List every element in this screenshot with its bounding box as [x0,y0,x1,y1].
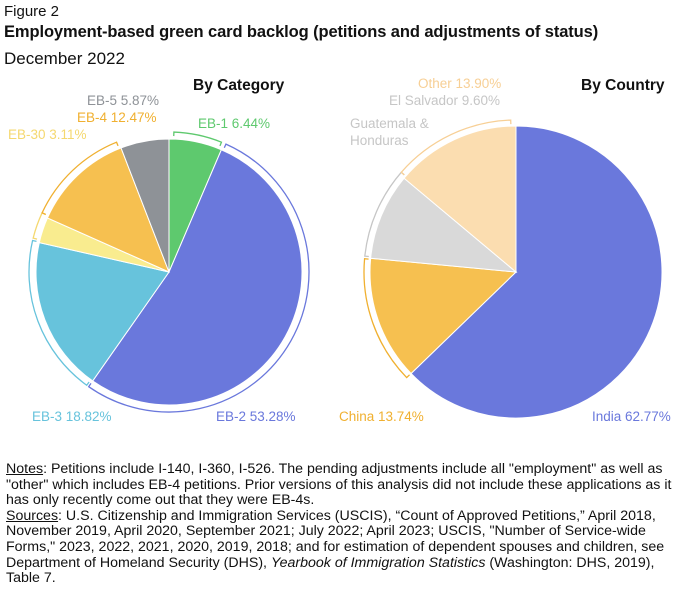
country-slice-other [403,125,517,274]
notes-text: : Petitions include I-140, I-360, I-526.… [6,461,672,509]
bracket-china [363,258,410,379]
category-slice-eb-3 [35,241,170,382]
country-slice-china [369,257,518,375]
label-eb2: EB-2 53.28% [216,409,296,424]
bracket-guatemala [364,171,405,258]
chart-subtitle: December 2022 [4,49,125,68]
label-other: Other 13.90% [418,76,501,91]
label-guatemala-line2: Honduras [350,133,409,148]
sources-paragraph: Sources: U.S. Citizenship and Immigratio… [6,507,690,587]
notes-heading: Notes [6,461,44,477]
notes-block: Notes: Petitions include I-140, I-360, I… [6,461,690,587]
pie-country [369,125,663,419]
category-slice-eb-2 [91,149,303,406]
sources-italic: Yearbook of Immigration Statistics [270,554,486,571]
label-guatemala-line1: Guatemala & [350,116,429,131]
sources-end: (Washington: DHS, 2019), Table 7. [6,554,655,587]
pie-category [35,138,303,406]
label-eb1: EB-1 6.44% [198,116,270,131]
bracket-eb3 [28,239,90,387]
category-slice-eb-5 [120,138,170,273]
pie-charts: EB-1 6.44% EB-2 53.28% EB-3 18.82% EB-30… [8,76,671,424]
bracket-eb2 [87,143,310,413]
bracket-other [400,119,512,176]
bracket-eb1 [173,131,223,147]
label-el-salvador: El Salvador 9.60% [389,93,500,108]
label-eb5: EB-5 5.87% [87,93,159,108]
pie-title-country: By Country [581,77,665,94]
sources-text: : U.S. Citizenship and Immigration Servi… [6,507,665,571]
chart-title: Employment-based green card backlog (pet… [4,23,599,41]
label-india: India 62.77% [592,409,671,424]
country-slice-el-salvador [370,177,518,273]
label-eb4: EB-4 12.47% [77,110,157,125]
label-eb3: EB-3 18.82% [32,409,112,424]
label-brackets [28,119,512,413]
bracket-eb4 [41,141,119,216]
pie-title-category: By Category [193,77,285,94]
country-slice-india [410,125,663,419]
label-eb30: EB-30 3.11% [8,127,87,142]
label-china: China 13.74% [339,409,424,424]
figure-label: Figure 2 [4,3,60,20]
category-slice-eb-4 [46,147,170,273]
sources-heading: Sources [6,507,59,524]
notes-paragraph: Notes: Petitions include I-140, I-360, I… [6,461,690,509]
